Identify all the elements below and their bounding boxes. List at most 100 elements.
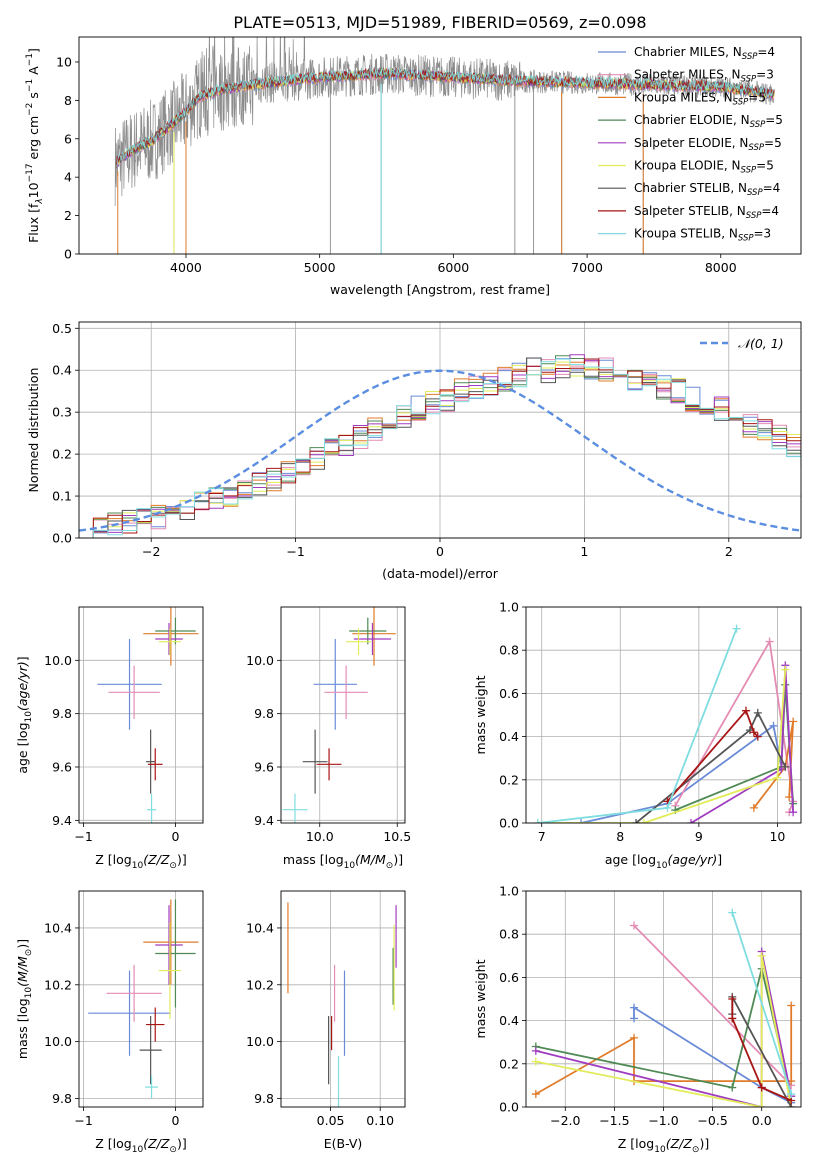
weight-point: [639, 819, 648, 823]
x-tick-label: 1: [580, 544, 588, 559]
model-spectrum-chabrier-stelib: [116, 67, 775, 167]
legend-count: =5: [764, 136, 782, 150]
y-tick-label: 9.4: [254, 813, 274, 828]
legend-count: =4: [763, 181, 781, 195]
age-vs-mass-panel: 10.0 10.5 9.4 9.6 9.8 10.0 mass [log10(M/M⊙)]: [246, 606, 411, 871]
y-tick-label: 0.3: [52, 405, 72, 420]
x-tick-label: 2: [725, 544, 733, 559]
y-tick-label: 0.4: [499, 1013, 519, 1028]
weight-point: [789, 717, 798, 726]
weight-point: [630, 921, 639, 930]
y-tick-label: 0.6: [499, 686, 519, 701]
legend-entry: Kroupa STELIB, NSSP=3: [634, 227, 771, 244]
y-tick-label: 10.0: [44, 653, 72, 668]
x-tick-label: −2: [142, 544, 160, 559]
weight-point: [630, 1003, 639, 1012]
y-axis-label: age [log10(age/yr)]: [15, 656, 34, 773]
y-tick-label: 0.4: [52, 363, 72, 378]
weight-point: [781, 762, 790, 771]
weight-series-chabrier-miles: [633, 1005, 792, 1104]
age-vs-metallicity-panel: −1 0 9.4 9.6 9.8 10.0 Z [log10(Z/Z⊙)] age [log1…: [15, 606, 204, 871]
weight-point: [753, 708, 762, 717]
math: )]: [393, 852, 403, 867]
legend-entry: Kroupa ELODIE, NSSP=5: [634, 159, 774, 176]
math: (age/yr): [15, 661, 30, 711]
superscript: −1: [25, 79, 35, 92]
weight-point: [577, 819, 585, 823]
model-spectrum-kroupa-stelib: [116, 67, 775, 167]
weight-point: [757, 951, 766, 960]
residual-histogram-chabrier-miles: [79, 357, 801, 538]
y-tick-label: 0.6: [499, 970, 519, 985]
plot-area: [531, 908, 796, 1107]
axes-frame: [78, 36, 802, 255]
x-tick-label: −0.5: [697, 1113, 727, 1128]
y-tick-label: 0.2: [499, 772, 519, 787]
y-axis-label-group: mass weight: [473, 959, 488, 1038]
x-tick-label: 9: [695, 829, 703, 844]
legend-count: =3: [754, 227, 772, 241]
weight-point: [749, 728, 758, 737]
subscript: ⊙: [169, 1145, 177, 1155]
weight-point: [787, 1090, 796, 1099]
math: ]: [15, 656, 30, 661]
legend-entry: Chabrier ELODIE, NSSP=5: [634, 113, 783, 130]
math: )]: [15, 939, 30, 949]
weight-point: [765, 637, 774, 646]
subscript: ⊙: [386, 861, 394, 871]
x-tick-label: −1: [286, 544, 304, 559]
x-tick-label: −1: [74, 1113, 92, 1128]
weight-point: [687, 819, 695, 823]
weight-series-salpeter-stelib: [666, 708, 759, 802]
y-axis-label-group: mass weight: [473, 675, 488, 754]
subscript: ⊙: [169, 861, 177, 871]
y-tick-label: 0.2: [499, 1056, 519, 1071]
axes-frame: [525, 606, 802, 824]
x-axis-label: Z [log10(Z/Z⊙)]: [95, 1136, 186, 1155]
axes-frame: [78, 321, 802, 539]
weight-point: [757, 1103, 766, 1107]
x-tick-label: 0.10: [366, 1113, 394, 1128]
y-tick-label: 9.8: [254, 706, 274, 721]
residual-histogram-salpeter-stelib: [79, 358, 801, 538]
x-axis-label: (data-model)/error: [382, 566, 499, 581]
weight-point: [533, 819, 542, 823]
weight-point: [732, 624, 741, 633]
y-tick-label: 10.4: [44, 920, 72, 935]
residual-histogram-chabrier-elodie: [79, 355, 801, 538]
math: (M/M: [15, 956, 30, 987]
legend-count: =5: [765, 113, 783, 127]
legend-entry: Chabrier MILES, NSSP=4: [634, 45, 775, 62]
weight-series-salpeter-elodie: [690, 665, 794, 823]
y-tick-label: 9.8: [52, 706, 72, 721]
legend-entry: Salpeter ELODIE, NSSP=5: [634, 136, 782, 153]
axes-frame: [280, 890, 406, 1108]
plot-area: [97, 607, 199, 823]
weight-point: [728, 1083, 737, 1092]
x-tick-label: −1.5: [599, 1113, 629, 1128]
subscript: SSP: [747, 188, 763, 198]
x-axis-label: Z [log10(Z/Z⊙)]: [95, 852, 186, 871]
residual-histogram-salpeter-elodie: [79, 354, 801, 538]
y-tick-label: 9.6: [254, 760, 274, 775]
x-tick-label: 10.5: [383, 829, 411, 844]
y-tick-label: 8: [64, 93, 72, 108]
math: (Z/Z: [666, 1136, 693, 1151]
y-tick-label: 10.4: [246, 920, 274, 935]
math: )]: [177, 1136, 187, 1151]
subscript: 10: [654, 1145, 666, 1155]
subscript: 10: [132, 861, 144, 871]
weight-point: [728, 995, 737, 1003]
x-axis-label: age [log10(age/yr)]: [605, 852, 722, 871]
y-tick-label: 10.0: [246, 653, 274, 668]
legend-count: =5: [756, 159, 774, 173]
weight-point: [789, 808, 798, 817]
y-axis-label: mass weight: [473, 959, 488, 1038]
math: (M/M: [355, 852, 386, 867]
x-tick-label: 7000: [571, 260, 603, 275]
legend-count: =3: [756, 68, 774, 82]
subscript: SSP: [742, 52, 758, 62]
y-tick-label: 0: [64, 247, 72, 262]
x-axis-label: Z [log10(Z/Z⊙)]: [618, 1136, 709, 1155]
